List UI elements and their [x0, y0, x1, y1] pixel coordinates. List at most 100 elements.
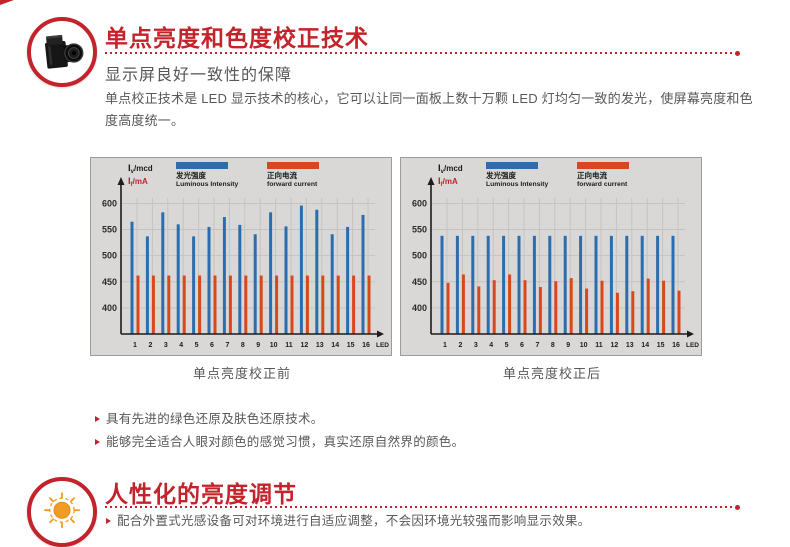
- y-tick-label: 550: [102, 225, 117, 235]
- x-tick-label: 11: [285, 342, 293, 349]
- bar-forward-current: [554, 281, 558, 334]
- bar-luminous-intensity: [440, 235, 444, 334]
- bar-forward-current: [213, 275, 217, 334]
- y-axis-unit-label: If/mA: [438, 176, 458, 188]
- x-tick-label: 9: [256, 342, 260, 349]
- bar-forward-current: [585, 288, 589, 334]
- legend-label-en: forward current: [577, 181, 628, 188]
- bar-forward-current: [321, 275, 325, 334]
- bar-luminous-intensity: [471, 235, 475, 334]
- bar-forward-current: [275, 275, 279, 334]
- x-tick-label: 5: [505, 342, 509, 349]
- bullet-arrow-icon: [95, 416, 100, 422]
- bar-luminous-intensity: [640, 235, 644, 334]
- x-tick-label: 4: [489, 342, 493, 349]
- x-tick-label: 8: [241, 342, 245, 349]
- x-tick-label: 1: [133, 342, 137, 349]
- bar-forward-current: [523, 280, 527, 334]
- legend-label-en: forward current: [267, 181, 318, 188]
- y-axis-unit-label: Iv/mcd: [438, 163, 463, 175]
- bar-luminous-intensity: [656, 235, 660, 334]
- bar-luminous-intensity: [192, 236, 196, 334]
- bullet-arrow-icon: [95, 439, 100, 445]
- legend-swatch: [176, 162, 228, 169]
- list-item: 具有先进的绿色还原及肤色还原技术。: [95, 412, 464, 426]
- y-axis-arrow-icon: [117, 177, 125, 185]
- bar-luminous-intensity: [671, 235, 675, 334]
- bar-luminous-intensity: [315, 209, 319, 334]
- bar-luminous-intensity: [207, 226, 211, 334]
- x-tick-label: 13: [626, 342, 634, 349]
- bullet-arrow-icon: [106, 518, 111, 524]
- bar-forward-current: [631, 291, 635, 334]
- x-tick-label: 8: [551, 342, 555, 349]
- bar-forward-current: [600, 280, 604, 334]
- sun-icon-graphic: [44, 492, 80, 529]
- bar-forward-current: [198, 275, 202, 334]
- bar-luminous-intensity: [486, 235, 490, 334]
- bar-luminous-intensity: [346, 226, 350, 334]
- bar-luminous-intensity: [161, 212, 165, 334]
- bar-luminous-intensity: [609, 235, 613, 334]
- bullet-text: 能够完全适合人眼对颜色的感觉习惯，真实还原自然界的颜色。: [106, 435, 465, 449]
- camera-icon: [27, 17, 97, 87]
- bar-forward-current: [492, 280, 496, 334]
- chart-before-correction: 400 450 500 550 600 1 2 3 4 5 6 7 8 9 10 11 12 13 14 15 16 LE…: [90, 157, 392, 356]
- section1-title: 单点亮度和色度校正技术: [105, 25, 369, 51]
- bar-luminous-intensity: [130, 221, 134, 334]
- legend-swatch: [267, 162, 319, 169]
- x-axis-unit-label: LED: [686, 342, 699, 349]
- bar-luminous-intensity: [145, 236, 149, 334]
- y-tick-label: 400: [102, 303, 117, 313]
- section1-body-paragraph: 单点校正技术是 LED 显示技术的核心，它可以让同一面板上数十万颗 LED 灯均…: [105, 91, 753, 128]
- x-tick-label: 10: [270, 342, 278, 349]
- x-tick-label: 14: [331, 342, 339, 349]
- x-tick-label: 5: [195, 342, 199, 349]
- chart-after-caption: 单点亮度校正后: [502, 366, 601, 381]
- bar-luminous-intensity: [579, 235, 583, 334]
- legend-label-en: Luminous Intensity: [486, 181, 549, 188]
- legend-label: 发光强度: [175, 170, 206, 180]
- legend-label: 正向电流: [267, 170, 297, 180]
- sun-icon: [27, 477, 97, 547]
- bar-forward-current: [167, 275, 171, 334]
- x-tick-label: 13: [316, 342, 324, 349]
- legend-label: 发光强度: [485, 170, 516, 180]
- y-axis-unit-label: Iv/mcd: [128, 163, 153, 175]
- x-tick-label: 10: [580, 342, 588, 349]
- bar-forward-current: [182, 275, 186, 334]
- bar-luminous-intensity: [594, 235, 598, 334]
- chart-before-caption: 单点亮度校正前: [192, 366, 291, 381]
- page: 单点亮度和色度校正技术 显示屏良好一致性的保障 单点校正技术是 LED 显示技术…: [0, 0, 753, 547]
- x-tick-label: 12: [301, 342, 309, 349]
- bar-luminous-intensity: [299, 205, 303, 334]
- x-tick-label: 3: [474, 342, 478, 349]
- x-tick-label: 9: [566, 342, 570, 349]
- bar-forward-current: [538, 287, 542, 334]
- bar-forward-current: [136, 275, 140, 334]
- x-tick-label: 7: [535, 342, 539, 349]
- bullet-text: 配合外置式光感设备可对环境进行自适应调整，不会因环境光较强而影响显示效果。: [117, 514, 591, 528]
- bar-luminous-intensity: [625, 235, 629, 334]
- y-tick-label: 500: [412, 251, 427, 261]
- corner-accent: [0, 0, 14, 5]
- bar-forward-current: [367, 275, 371, 334]
- bar-luminous-intensity: [330, 234, 334, 334]
- bar-luminous-intensity: [222, 217, 226, 334]
- section2-title: 人性化的亮度调节: [105, 481, 297, 507]
- y-tick-label: 600: [412, 198, 427, 208]
- chart-after-correction: 400 450 500 550 600 1 2 3 4 5 6 7 8 9 10 11 12 13 14 15 16 LE…: [400, 157, 702, 356]
- camera-icon-graphic: [45, 34, 84, 69]
- bar-forward-current: [662, 280, 666, 334]
- bar-forward-current: [508, 274, 512, 334]
- legend-swatch: [486, 162, 538, 169]
- bullet-text: 具有先进的绿色还原及肤色还原技术。: [106, 412, 324, 426]
- x-tick-label: 16: [362, 342, 370, 349]
- bar-luminous-intensity: [563, 235, 567, 334]
- bar-forward-current: [461, 274, 465, 334]
- x-tick-label: 14: [641, 342, 649, 349]
- x-axis-arrow-icon: [377, 330, 384, 338]
- bar-forward-current: [446, 282, 450, 334]
